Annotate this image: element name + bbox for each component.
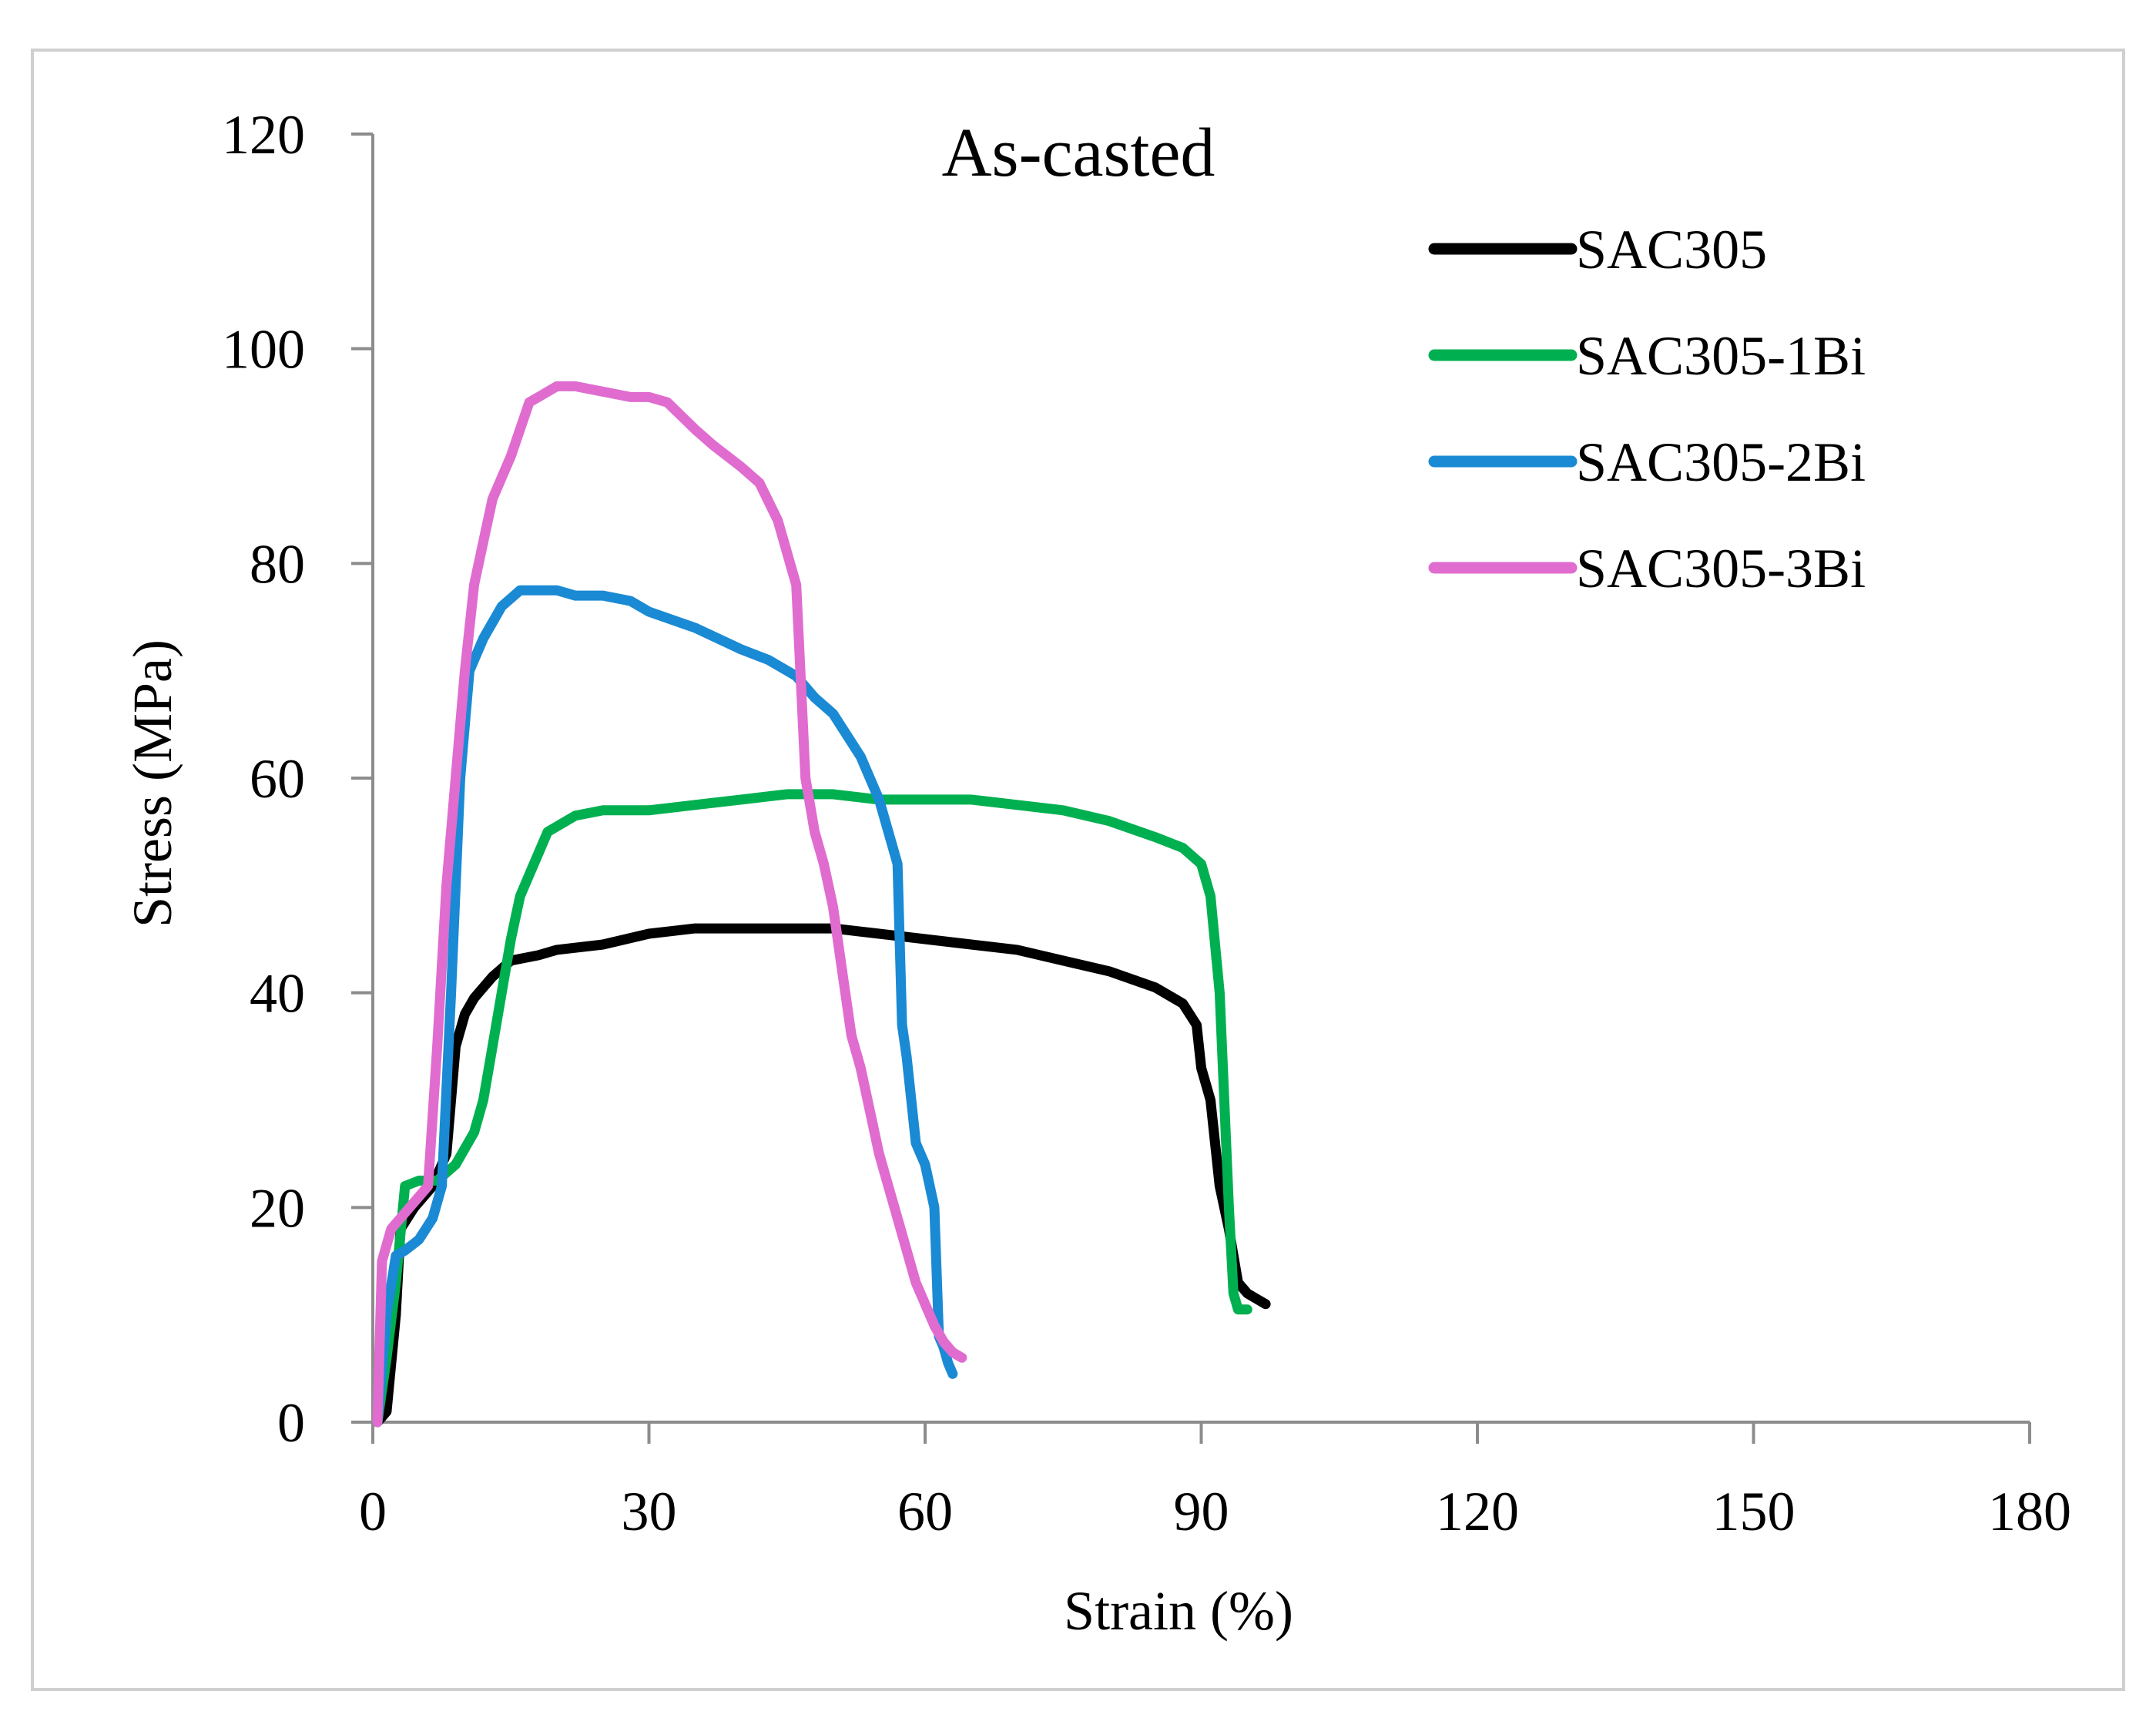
series-line-sac305-2bi	[372, 585, 958, 1428]
x-tick-label: 180	[1988, 1481, 2071, 1542]
x-tick-label: 0	[359, 1481, 387, 1542]
y-tick-label: 60	[250, 748, 305, 810]
y-axis-title: Stress (MPa)	[122, 639, 183, 928]
series-line-sac305	[372, 923, 1271, 1428]
y-tick-label: 120	[222, 104, 305, 166]
x-tick-label: 90	[1174, 1481, 1229, 1542]
series-layer	[372, 381, 1271, 1428]
chart-title: As-casted	[942, 115, 1215, 191]
y-tick-label: 40	[250, 963, 305, 1025]
legend-label-sac305: SAC305	[1576, 219, 1767, 280]
x-tick-label: 60	[897, 1481, 953, 1542]
y-tick-label: 0	[277, 1392, 305, 1454]
axes: 0 20 40 60 80 100 120 0 30 60 90 120 150 180	[222, 104, 2071, 1542]
x-tick-label: 150	[1712, 1481, 1796, 1542]
y-tick-label: 100	[222, 319, 305, 381]
y-tick-label: 20	[250, 1177, 305, 1239]
series-line-sac305-3bi	[372, 381, 967, 1428]
legend-label-sac305-2bi: SAC305-2Bi	[1576, 431, 1866, 493]
series-line-sac305-1bi	[372, 789, 1252, 1428]
x-tick-label: 30	[622, 1481, 677, 1542]
x-tick-label: 120	[1436, 1481, 1519, 1542]
legend: SAC305 SAC305-1Bi SAC305-2Bi SAC305-3Bi	[1428, 219, 1866, 599]
legend-label-sac305-3bi: SAC305-3Bi	[1576, 538, 1866, 599]
legend-label-sac305-1bi: SAC305-1Bi	[1576, 325, 1866, 387]
y-tick-label: 80	[250, 533, 305, 595]
x-axis-title: Strain (%)	[1064, 1580, 1293, 1642]
